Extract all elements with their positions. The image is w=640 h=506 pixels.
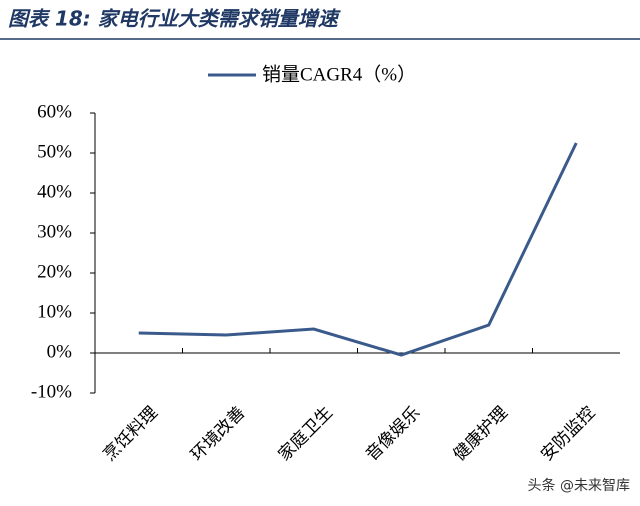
x-tick-label: 健康护理 — [450, 403, 512, 465]
x-tick-label: 音像娱乐 — [362, 403, 424, 465]
y-tick-label: 50% — [37, 141, 72, 162]
x-tick-label: 环境改善 — [187, 403, 249, 465]
y-tick-label: -10% — [31, 381, 72, 402]
y-tick-label: 40% — [37, 181, 72, 202]
y-tick-label: 30% — [37, 221, 72, 242]
x-tick-label: 安防监控 — [537, 403, 599, 465]
y-tick-label: 0% — [47, 341, 73, 362]
x-tick-label: 烹饪料理 — [99, 402, 162, 465]
chart-title: 图表 18: 家电行业大类需求销量增速 — [8, 7, 342, 31]
y-tick-label: 60% — [37, 101, 72, 122]
y-tick-label: 10% — [37, 301, 72, 322]
legend-label: 销量CAGR4（%） — [262, 63, 416, 85]
series-line — [138, 142, 578, 357]
x-tick-label: 家庭卫生 — [275, 403, 337, 465]
y-tick-label: 20% — [37, 261, 72, 282]
watermark: 头条 @未来智库 — [528, 477, 630, 494]
